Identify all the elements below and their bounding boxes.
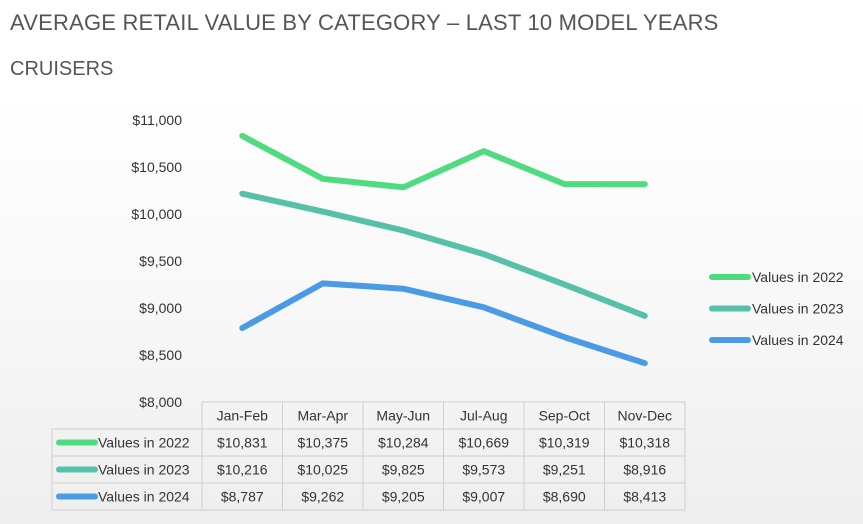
- y-axis: $8,000 $8,500 $9,000 $9,500 $10,000 $10,500 $1…: [131, 112, 182, 410]
- legend-label: Values in 2024: [752, 332, 844, 348]
- table-cell-value: $9,262: [301, 489, 344, 505]
- x-category-label: May-Jun: [376, 408, 430, 424]
- x-category-label: Jul-Aug: [460, 408, 507, 424]
- data-table: Jan-Feb Mar-Apr May-Jun Jul-Aug Sep-Oct Nov-D…: [51, 401, 686, 511]
- y-tick-label: $9,000: [139, 300, 182, 316]
- chart-title: AVERAGE RETAIL VALUE BY CATEGORY – LAST …: [10, 10, 719, 35]
- table-cell-value: $9,825: [382, 462, 425, 478]
- y-tick-label: $8,500: [139, 347, 182, 363]
- table-cell-value: $9,251: [543, 462, 586, 478]
- y-tick-label: $8,000: [139, 394, 182, 410]
- table-cell-value: $8,690: [543, 489, 586, 505]
- legend-label: Values in 2023: [752, 301, 844, 317]
- y-tick-label: $11,000: [132, 112, 182, 128]
- table-cell-value: $8,916: [623, 462, 666, 478]
- table-cell-value: $9,573: [462, 462, 505, 478]
- table-cell-value: $10,216: [217, 462, 268, 478]
- series-line-3: [239, 280, 648, 367]
- x-category-label: Mar-Apr: [297, 408, 348, 424]
- table-cell-value: $8,787: [221, 489, 264, 505]
- series-line-2: [239, 190, 648, 319]
- series-line-1: [239, 132, 648, 191]
- table-cell-value: $10,831: [217, 435, 268, 451]
- table-row-label: Values in 2024: [98, 489, 190, 505]
- x-category-label: Nov-Dec: [618, 408, 672, 424]
- table-cell-value: $9,007: [462, 489, 505, 505]
- table-cell-value: $9,205: [382, 489, 425, 505]
- table-cell-value: $10,284: [378, 435, 429, 451]
- table-cell-value: $10,025: [297, 462, 348, 478]
- table-cell-value: $10,318: [619, 435, 670, 451]
- chart-subtitle: CRUISERS: [10, 58, 114, 80]
- table-row-label: Values in 2023: [98, 462, 190, 478]
- table-cell-value: $10,669: [458, 435, 509, 451]
- x-category-label: Sep-Oct: [539, 408, 590, 424]
- x-category-label: Jan-Feb: [217, 408, 269, 424]
- series-lines: [239, 132, 648, 367]
- y-tick-label: $10,000: [131, 206, 182, 222]
- table-cell-value: $10,319: [539, 435, 590, 451]
- table-cell-value: $10,375: [297, 435, 348, 451]
- y-tick-label: $9,500: [139, 253, 182, 269]
- table-row-label: Values in 2022: [98, 435, 190, 451]
- legend: Values in 2022 Values in 2023 Values in 20…: [709, 269, 844, 348]
- table-cell-value: $8,413: [623, 489, 666, 505]
- legend-label: Values in 2022: [752, 269, 844, 285]
- y-tick-label: $10,500: [131, 159, 182, 175]
